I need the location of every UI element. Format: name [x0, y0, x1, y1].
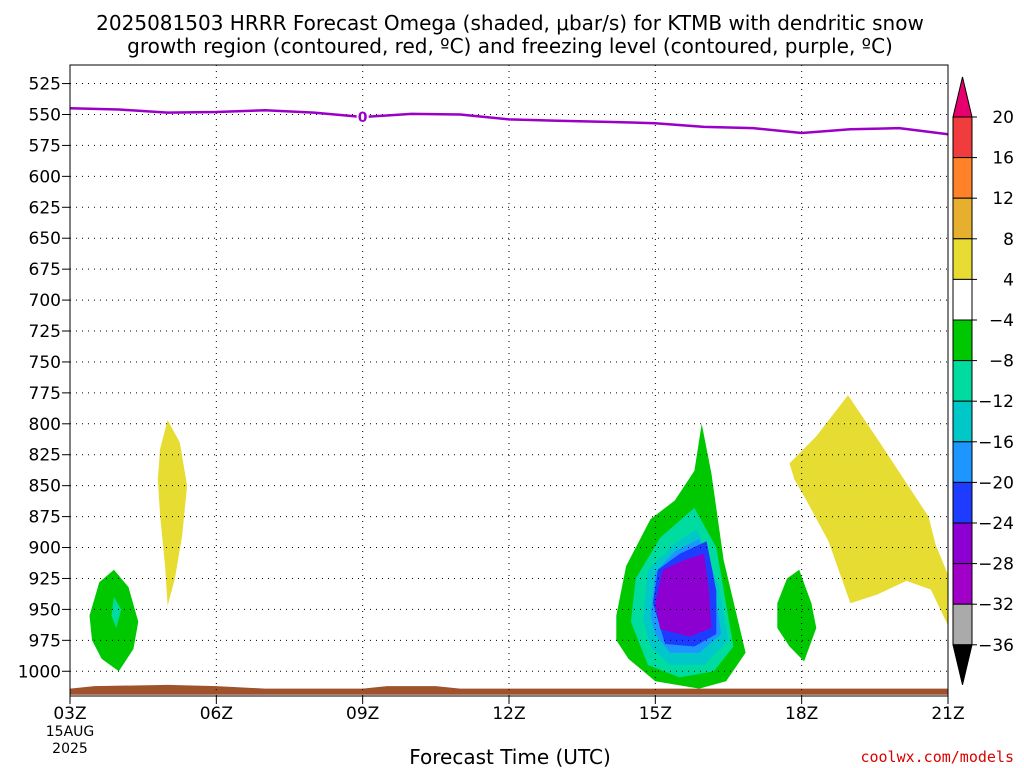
- colorbar-label-11: −28: [978, 555, 1014, 575]
- colorbar-label-8: −16: [978, 433, 1014, 453]
- y-tick-label-600: 600: [29, 167, 61, 187]
- grid-lines: [70, 65, 948, 696]
- colorbar-segment-0: [952, 116, 973, 159]
- x-date-line-1: 15AUG: [46, 724, 95, 740]
- colorbar-label-3: 8: [1003, 230, 1014, 250]
- y-tick-label-800: 800: [29, 415, 61, 435]
- colorbar-label-2: 12: [992, 189, 1014, 209]
- y-tick-label-625: 625: [29, 198, 61, 218]
- omega-shading: [89, 395, 948, 689]
- y-tick-label-875: 875: [29, 508, 61, 528]
- colorbar-label-9: −20: [978, 473, 1014, 493]
- chart-title-line-1: 2025081503 HRRR Forecast Omega (shaded, …: [96, 11, 924, 35]
- colorbar-label-1: 16: [992, 149, 1014, 169]
- colorbar-label-6: −8: [989, 352, 1014, 372]
- chart-title-line-2: growth region (contoured, red, ºC) and f…: [127, 34, 893, 58]
- omega-region-1: [111, 597, 122, 628]
- y-tick-label-775: 775: [29, 384, 61, 404]
- y-tick-label-525: 525: [29, 75, 61, 95]
- colorbar-label-5: −4: [989, 311, 1014, 331]
- y-tick-label-1000: 1000: [18, 662, 61, 682]
- colorbar-segment-11: [952, 563, 973, 605]
- colorbar-segment-10: [952, 522, 973, 565]
- x-tick-label-21Z: 21Z: [931, 704, 964, 724]
- colorbar-segment-4: [952, 278, 973, 321]
- omega-region-10: [789, 395, 948, 626]
- y-axis: 525 550 575 600 625 650 675 700 725 750 775 800 825 8…: [18, 75, 70, 682]
- freezing-level-contour: 0: [69, 107, 949, 136]
- colorbar-label-10: −24: [978, 514, 1014, 534]
- colorbar-label-12: −32: [978, 595, 1014, 615]
- colorbar-top-arrow: [952, 76, 973, 118]
- colorbar-label-4: 4: [1003, 270, 1014, 290]
- x-tick-label-06Z: 06Z: [200, 704, 233, 724]
- colorbar-label-7: −12: [978, 392, 1014, 412]
- colorbar-segment-12: [952, 603, 973, 646]
- colorbar-segment-3: [952, 238, 973, 280]
- omega-region-2: [157, 420, 188, 606]
- colorbar-segment-5: [952, 319, 973, 362]
- y-tick-label-750: 750: [29, 353, 61, 373]
- y-tick-label-975: 975: [29, 631, 61, 651]
- omega-region-8: [655, 553, 712, 637]
- freezing-level-label: 0: [358, 110, 368, 126]
- colorbar-segment-9: [952, 481, 973, 524]
- colorbar-segment-2: [952, 197, 973, 240]
- x-tick-label-18Z: 18Z: [785, 704, 818, 724]
- y-tick-label-675: 675: [29, 260, 61, 280]
- plot-frame: [69, 64, 949, 697]
- freezing-label-bg: [356, 108, 369, 125]
- x-tick-label-12Z: 12Z: [492, 704, 525, 724]
- y-tick-label-575: 575: [29, 136, 61, 156]
- x-axis-label: Forecast Time (UTC): [409, 745, 611, 768]
- colorbar-segment-8: [952, 441, 973, 483]
- y-tick-label-725: 725: [29, 322, 61, 342]
- y-tick-label-850: 850: [29, 477, 61, 497]
- y-tick-label-550: 550: [29, 105, 61, 125]
- colorbar: 20 16 12 8 4 −4 −8 −12 −16 −20 −24 −28 −32 −36: [952, 76, 1014, 685]
- y-tick-label-825: 825: [29, 446, 61, 466]
- freezing-level-line: [69, 107, 949, 136]
- colorbar-segment-7: [952, 400, 973, 443]
- y-tick-label-900: 900: [29, 539, 61, 559]
- colorbar-segment-6: [952, 360, 973, 402]
- x-tick-label-03Z: 03Z: [53, 704, 86, 724]
- y-tick-label-950: 950: [29, 600, 61, 620]
- colorbar-segment-1: [952, 157, 973, 199]
- x-date-line-2: 2025: [52, 741, 88, 757]
- colorbar-label-0: 20: [992, 108, 1014, 128]
- y-tick-label-700: 700: [29, 291, 61, 311]
- y-tick-label-650: 650: [29, 229, 61, 249]
- y-tick-label-925: 925: [29, 569, 61, 589]
- x-tick-label-15Z: 15Z: [639, 704, 672, 724]
- x-tick-label-09Z: 09Z: [346, 704, 379, 724]
- x-axis: 03Z 06Z 09Z 12Z 15Z 18Z 21Z: [53, 696, 965, 724]
- colorbar-bottom-arrow: [952, 644, 973, 685]
- credit-text: coolwx.com/models: [860, 748, 1014, 766]
- omega-region-9: [777, 569, 817, 662]
- colorbar-label-13: −36: [978, 636, 1014, 656]
